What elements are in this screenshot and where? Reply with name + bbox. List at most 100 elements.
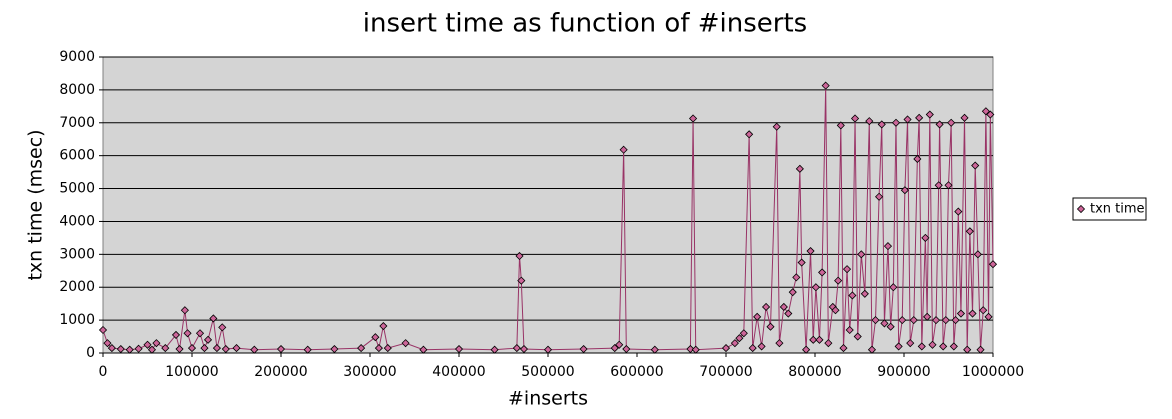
data-point	[842, 265, 852, 274]
data-point	[802, 345, 811, 354]
data-point	[103, 339, 112, 348]
x-axis-label: #inserts	[508, 388, 588, 410]
data-point	[579, 344, 588, 354]
data-point	[419, 345, 428, 354]
data-point	[941, 316, 950, 325]
data-point	[730, 339, 739, 348]
data-point	[839, 344, 848, 353]
data-point	[753, 312, 762, 321]
data-point	[209, 314, 218, 323]
data-point	[218, 323, 227, 332]
data-point	[330, 344, 339, 354]
data-point	[834, 276, 843, 285]
data-point	[303, 345, 312, 354]
data-point	[772, 122, 781, 131]
data-point	[988, 260, 998, 269]
chart-title: insert time as function of #inserts	[363, 9, 807, 39]
data-point	[622, 344, 631, 354]
data-point	[931, 316, 941, 325]
data-point	[795, 164, 804, 173]
data-point	[865, 117, 874, 126]
y-tick-label: 1000	[59, 312, 95, 328]
data-point	[900, 186, 909, 195]
data-point	[963, 345, 972, 354]
data-point	[203, 335, 213, 344]
data-point	[867, 345, 877, 354]
data-point	[195, 329, 205, 338]
data-point	[845, 325, 854, 335]
y-tick-label: 6000	[59, 148, 95, 164]
data-point	[883, 242, 893, 251]
x-tick-label: 0	[99, 364, 108, 380]
legend-label: txn time	[1090, 202, 1145, 217]
data-point	[860, 289, 869, 298]
y-tick-label: 5000	[59, 181, 95, 197]
x-tick-label: 100000	[165, 364, 218, 380]
data-point	[134, 344, 143, 353]
data-point	[928, 340, 937, 349]
data-point	[232, 344, 241, 353]
data-point	[818, 268, 827, 277]
data-point	[519, 344, 529, 354]
data-point	[877, 120, 886, 129]
x-tick-label: 900000	[877, 364, 930, 380]
data-point	[775, 339, 784, 348]
data-point	[401, 339, 410, 348]
legend-box	[1072, 197, 1147, 221]
data-point	[954, 207, 963, 216]
data-point	[784, 309, 793, 318]
data-point	[543, 345, 553, 354]
x-tick-label: 400000	[432, 364, 485, 380]
data-point	[875, 192, 884, 201]
data-point	[735, 334, 744, 343]
data-point	[512, 344, 521, 353]
data-point	[898, 316, 907, 325]
data-point	[615, 340, 624, 349]
data-point	[913, 154, 922, 164]
data-point	[766, 322, 775, 331]
data-point	[125, 345, 134, 354]
data-point	[619, 145, 628, 154]
data-point	[797, 258, 806, 267]
data-point	[276, 344, 286, 354]
y-tick-label: 3000	[59, 246, 95, 262]
data-point	[815, 335, 824, 344]
data-point	[383, 344, 392, 353]
data-point	[686, 344, 695, 354]
data-point	[986, 110, 995, 119]
y-tick-label: 0	[86, 345, 95, 361]
data-point	[923, 312, 932, 321]
y-tick-label: 4000	[59, 213, 95, 229]
data-point	[811, 283, 820, 292]
data-point	[748, 344, 757, 353]
data-point	[903, 115, 912, 124]
data-point	[906, 339, 915, 348]
data-point	[221, 344, 230, 354]
data-point	[886, 322, 895, 331]
data-point	[357, 344, 366, 353]
data-point	[968, 309, 977, 318]
data-point	[949, 342, 958, 351]
data-point	[792, 273, 801, 282]
data-point	[960, 113, 969, 122]
data-point	[779, 302, 788, 312]
data-point	[515, 251, 524, 261]
data-point	[944, 181, 953, 190]
data-point	[979, 306, 988, 315]
data-point	[925, 110, 934, 119]
data-point	[824, 339, 833, 348]
data-point	[921, 233, 930, 242]
data-point	[517, 276, 526, 285]
data-point	[147, 345, 157, 354]
data-point	[788, 288, 797, 297]
data-point	[212, 344, 221, 353]
data-point	[757, 342, 766, 351]
data-point	[98, 325, 108, 335]
data-point	[821, 81, 830, 90]
y-tick-label: 8000	[59, 82, 95, 98]
x-tick-label: 1000000	[962, 364, 1024, 380]
data-point	[809, 335, 818, 344]
x-tick-label: 200000	[254, 364, 307, 380]
data-point	[935, 120, 944, 129]
